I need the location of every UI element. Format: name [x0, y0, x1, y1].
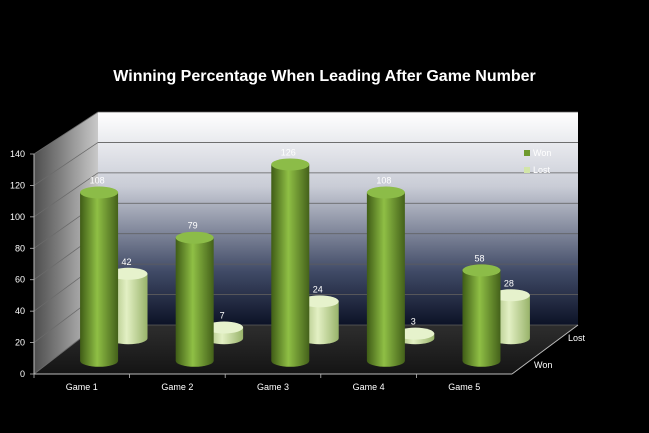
bar-body — [80, 192, 119, 367]
y-tick-label: 20 — [15, 338, 25, 348]
data-label-lost: 24 — [313, 284, 323, 294]
data-label-lost: 7 — [220, 310, 225, 320]
gridline-side — [33, 142, 99, 186]
bar-body — [366, 192, 405, 367]
legend-swatch-lost — [524, 167, 530, 173]
legend-label-lost: Lost — [533, 165, 551, 175]
bar-body — [271, 164, 310, 367]
y-tick-label: 140 — [10, 149, 25, 159]
bar-top — [462, 264, 501, 277]
bar-body — [491, 295, 530, 345]
bar-body — [109, 273, 148, 345]
data-label-won: 108 — [376, 176, 391, 186]
bar-won — [80, 186, 119, 367]
bar-top — [80, 186, 119, 199]
bar-body — [300, 301, 339, 345]
bar-body — [462, 270, 501, 367]
gridline-side — [33, 111, 99, 155]
bar-top — [396, 327, 435, 340]
bar-top — [300, 295, 339, 308]
y-tick-label: 40 — [15, 306, 25, 316]
depth-axis-line — [511, 324, 579, 375]
bar-top — [491, 289, 530, 302]
category-label: Game 4 — [353, 382, 385, 392]
y-tick-label: 0 — [20, 369, 25, 379]
bar-top — [271, 158, 310, 171]
legend-label-won: Won — [533, 148, 551, 158]
data-label-lost: 28 — [504, 278, 514, 288]
y-tick-label: 100 — [10, 212, 25, 222]
bar-lost — [491, 289, 530, 345]
data-label-won: 58 — [474, 253, 484, 263]
gridline-side — [33, 172, 99, 218]
category-label: Game 2 — [161, 382, 193, 392]
depth-axis-label: Lost — [568, 333, 586, 343]
category-label: Game 5 — [448, 382, 480, 392]
bar-top — [366, 186, 405, 199]
data-label-lost: 42 — [122, 257, 132, 267]
y-tick-label: 120 — [10, 180, 25, 190]
bar-lost — [396, 327, 435, 345]
category-label: Game 1 — [66, 382, 98, 392]
bar-lost — [300, 295, 339, 345]
bar-lost — [205, 321, 244, 345]
bar-won — [175, 231, 214, 367]
depth-axis-label: Won — [534, 360, 552, 370]
bar-top — [175, 231, 214, 244]
bar-body — [175, 237, 214, 367]
bar-top — [109, 267, 148, 280]
legend-swatch-won — [524, 150, 530, 156]
bar-won — [462, 264, 501, 367]
bar-lost — [109, 267, 148, 345]
bar-won — [271, 158, 310, 367]
bar-top — [205, 321, 244, 334]
bar-won — [366, 186, 405, 367]
y-tick-label: 80 — [15, 243, 25, 253]
y-tick-label: 60 — [15, 275, 25, 285]
data-label-won: 79 — [188, 221, 198, 231]
data-label-won: 108 — [90, 176, 105, 186]
category-label: Game 3 — [257, 382, 289, 392]
back-wall — [98, 112, 578, 325]
data-label-lost: 3 — [411, 317, 416, 327]
data-label-won: 126 — [281, 147, 296, 157]
chart-title: Winning Percentage When Leading After Ga… — [113, 68, 536, 85]
